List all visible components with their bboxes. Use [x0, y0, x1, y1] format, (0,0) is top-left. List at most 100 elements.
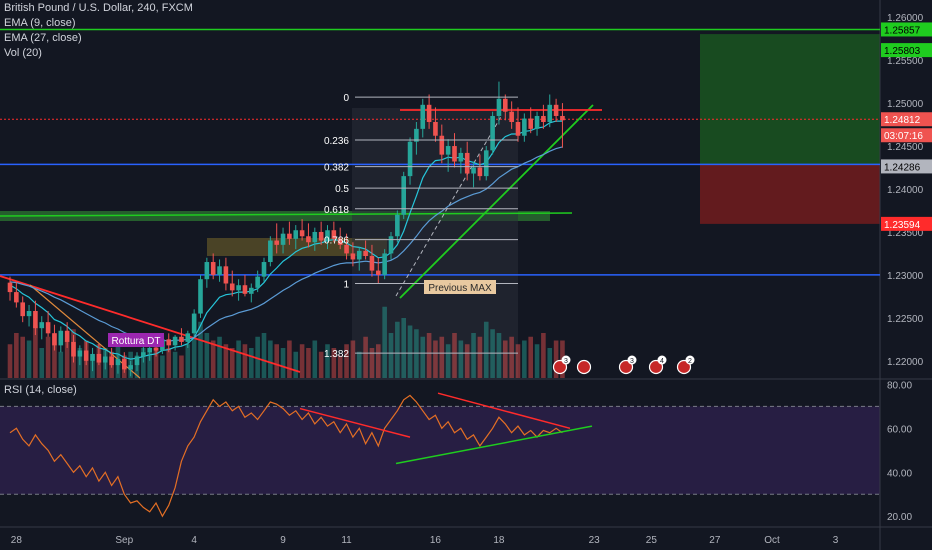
candle-body	[77, 350, 83, 357]
volume-bar	[20, 336, 25, 378]
candle-body	[534, 115, 540, 129]
candle-body	[344, 244, 349, 254]
target-zone	[700, 34, 880, 165]
candle	[102, 350, 108, 370]
candle-body	[471, 167, 476, 174]
candle-body	[26, 310, 32, 317]
event-badge-count: 3	[630, 358, 634, 365]
candle	[179, 328, 184, 346]
candle	[77, 345, 83, 366]
candle	[509, 101, 514, 129]
time-axis[interactable]: 28 Sep 4 9 11 16 18 23 25 27 Oct 3	[11, 535, 839, 546]
event-badges[interactable]: 3 3 4 2	[552, 355, 695, 375]
price-axis[interactable]: 1.26000 1.25500 1.25000 1.24500 1.24000 1.235…	[881, 13, 932, 523]
candle-body	[496, 98, 502, 116]
price-tick-label: 1.23000	[887, 271, 924, 282]
candle	[312, 227, 318, 251]
candle	[401, 171, 406, 220]
ema9-line	[9, 120, 563, 360]
rsi-band	[0, 406, 880, 495]
candle	[71, 335, 76, 363]
symbol-title[interactable]: British Pound / U.S. Dollar, 240, FXCM	[4, 2, 193, 14]
volume-bar	[522, 340, 527, 378]
volume-bar	[204, 333, 210, 378]
volume-bar	[395, 321, 400, 378]
candle-body	[179, 336, 184, 342]
candle	[217, 259, 222, 282]
rsi-tick-label: 20.00	[887, 512, 912, 523]
volume-bar	[153, 344, 159, 378]
candle	[210, 253, 216, 280]
candle-body	[477, 167, 483, 177]
volume-bar	[255, 336, 260, 378]
event-badge-icon	[552, 359, 568, 375]
candle-body	[242, 285, 248, 294]
event-badge-count-bg	[657, 355, 667, 365]
candle-body	[452, 146, 457, 162]
rsi-resistance-line	[437, 392, 571, 430]
volume-bar	[528, 336, 533, 378]
candle-body	[64, 330, 70, 342]
volume-bar	[261, 333, 267, 378]
candle-body	[458, 152, 464, 162]
candle	[122, 352, 127, 373]
time-tick-label: Sep	[115, 535, 133, 546]
candle-body	[147, 347, 152, 353]
price-tick-label: 1.26000	[887, 13, 924, 24]
volume-bar	[318, 351, 324, 378]
event-badge-count-bg	[627, 355, 637, 365]
volume-bar	[439, 336, 445, 378]
candle-body	[356, 250, 362, 260]
candle	[198, 274, 203, 318]
fib-level-label: 0.382	[324, 163, 349, 174]
annotation-box	[108, 333, 164, 347]
price-tick-label: 1.23500	[887, 228, 924, 239]
rsi-support-line	[395, 425, 593, 465]
volume-bar	[458, 340, 464, 378]
annotation-box	[424, 280, 496, 294]
volume-legend[interactable]: Vol (20)	[4, 47, 42, 59]
candle-body	[185, 333, 191, 342]
volume-bar	[39, 348, 45, 378]
fibonacci-retracement[interactable]: 0 0.236 0.382 0.5 0.618 0.786 1 1.382 Previous M…	[108, 93, 518, 360]
volume-bar	[217, 336, 222, 378]
candle-body	[134, 356, 140, 366]
volume-bar	[490, 329, 495, 378]
volume-bar	[407, 325, 413, 378]
rsi-downtrend-line	[299, 407, 411, 438]
candle	[242, 274, 248, 297]
downtrend-line	[0, 275, 301, 373]
volume-bar	[452, 333, 457, 378]
candle-body	[20, 302, 25, 317]
ema9-legend[interactable]: EMA (9, close)	[4, 17, 76, 29]
ema27-legend[interactable]: EMA (27, close)	[4, 32, 82, 44]
ema27-line	[9, 146, 563, 342]
candles[interactable]	[7, 81, 565, 377]
volume-bar	[337, 355, 343, 378]
candle-body	[439, 135, 445, 155]
candle-body	[312, 231, 318, 243]
candle-body	[96, 353, 102, 363]
support-box	[0, 211, 550, 221]
rsi-pane[interactable]	[9, 392, 593, 518]
fib-range-shade	[352, 108, 518, 378]
candle-body	[318, 231, 324, 241]
candle	[407, 137, 413, 185]
drawing-lines[interactable]	[0, 28, 880, 379]
candle	[261, 257, 267, 282]
volume-bar	[331, 348, 337, 378]
candle	[249, 283, 254, 303]
volume-bar	[344, 344, 349, 378]
candle-body	[14, 292, 19, 303]
volume-bar	[312, 340, 318, 378]
rsi-legend[interactable]: RSI (14, close)	[4, 384, 77, 396]
candle-body	[363, 250, 368, 257]
event-badge-icon	[648, 359, 664, 375]
volume-bar	[541, 333, 546, 378]
candle	[414, 121, 419, 155]
candle	[382, 249, 387, 280]
candle	[534, 111, 540, 136]
candle-body	[166, 339, 172, 346]
volume-bar	[464, 344, 470, 378]
